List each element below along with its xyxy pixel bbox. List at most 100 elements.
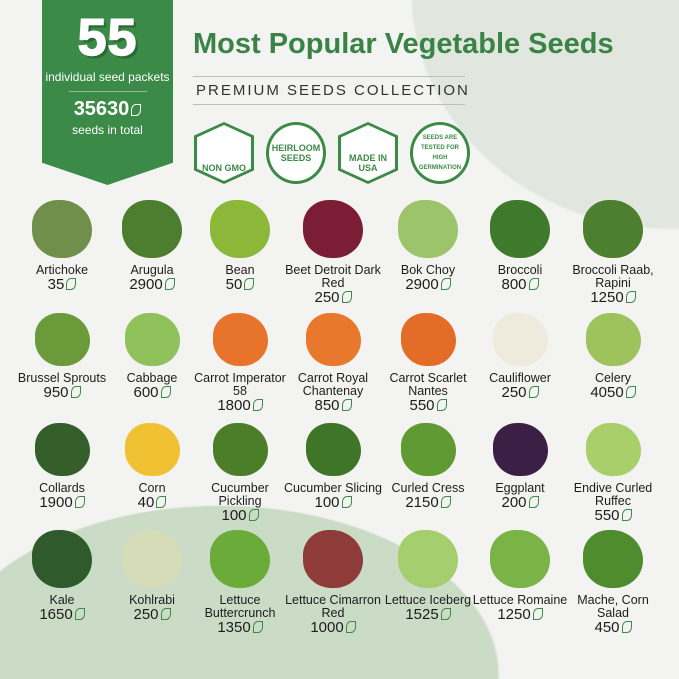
seed-count: 1350: [190, 620, 290, 636]
seed-item: Cucumber Slicing 100: [283, 423, 383, 511]
seed-item: Cucumber Pickling 100: [190, 423, 290, 524]
seed-count: 1900: [12, 495, 112, 511]
seed-icon: [440, 496, 451, 508]
seed-icon: [248, 509, 259, 521]
vegetable-image: [305, 423, 361, 476]
seed-item: Lettuce Romaine 1250: [470, 530, 570, 623]
vegetable-image: [492, 313, 548, 366]
packets-label: individual seed packets: [45, 70, 170, 84]
seed-item: Lettuce Cimarron Red 1000: [283, 530, 383, 636]
vegetable-image: [303, 200, 363, 258]
seed-item: Carrot Scarlet Nantes 550: [378, 313, 478, 414]
seed-count: 250: [102, 607, 202, 623]
packet-count-banner: 55 individual seed packets 35630 seeds i…: [42, 0, 173, 185]
non-gmo-badge: NON GMO: [194, 122, 254, 184]
seed-name: Lettuce Iceberg: [384, 593, 472, 607]
background-circle: [410, 0, 679, 230]
seed-icon: [74, 608, 85, 620]
germination-tested-badge: SEEDS ARE TESTED FOR HIGH GERMINATION: [410, 122, 470, 184]
seed-count: 1650: [12, 607, 112, 623]
seed-icon: [532, 608, 543, 620]
vegetable-image: [34, 313, 90, 366]
seed-name: Endive Curled Ruffec: [573, 481, 653, 508]
seed-count: 1525: [378, 607, 478, 623]
seed-name: Broccoli Raab, Rapini: [572, 263, 654, 290]
vegetable-image: [305, 313, 361, 366]
seed-icon: [341, 291, 352, 303]
seed-count: 550: [563, 508, 663, 524]
seed-name: Kale: [49, 593, 75, 607]
seed-count: 2150: [378, 495, 478, 511]
seed-icon: [440, 278, 451, 290]
seed-count: 550: [378, 398, 478, 414]
seed-item: Arugula 2900: [102, 200, 202, 293]
vegetable-image: [32, 530, 92, 588]
seed-icon: [436, 399, 447, 411]
seed-icon: [252, 621, 263, 633]
seed-icon: [160, 386, 171, 398]
vegetable-image: [400, 313, 456, 366]
seed-count: 1800: [190, 398, 290, 414]
seed-count: 1000: [283, 620, 383, 636]
seed-item: Collards 1900: [12, 423, 112, 511]
seed-name: Brussel Sprouts: [17, 371, 107, 385]
seed-item: Curled Cress 2150: [378, 423, 478, 511]
seed-name: Carrot Scarlet Nantes: [389, 371, 467, 398]
seed-count: 1250: [470, 607, 570, 623]
seed-count: 50: [190, 277, 290, 293]
seed-name: Lettuce Buttercrunch: [204, 593, 276, 620]
seed-icon: [528, 386, 539, 398]
seed-icon: [156, 496, 167, 508]
vegetable-image: [583, 530, 643, 588]
vegetable-image: [585, 423, 641, 476]
seed-name: Lettuce Cimarron Red: [285, 593, 381, 620]
vegetable-image: [490, 200, 550, 258]
vegetable-image: [210, 530, 270, 588]
seed-name: Arugula: [130, 263, 174, 277]
packet-count: 55: [77, 8, 138, 68]
seed-count: 40: [102, 495, 202, 511]
seed-count: 100: [190, 508, 290, 524]
seed-item: Cauliflower 250: [470, 313, 570, 401]
seed-icon: [341, 496, 352, 508]
seed-icon: [621, 509, 632, 521]
vegetable-image: [32, 200, 92, 258]
seed-count: 100: [283, 495, 383, 511]
seed-count: 450: [563, 620, 663, 636]
seed-count: 250: [283, 290, 383, 306]
seed-item: Kohlrabi 250: [102, 530, 202, 623]
vegetable-image: [492, 423, 548, 476]
seed-name: Bean: [225, 263, 255, 277]
seed-count: 2900: [378, 277, 478, 293]
seed-item: Brussel Sprouts 950: [12, 313, 112, 401]
seed-name: Mache, Corn Salad: [577, 593, 649, 620]
seed-name: Cauliflower: [489, 371, 551, 385]
page-title: Most Popular Vegetable Seeds: [193, 28, 614, 60]
seed-icon: [160, 608, 171, 620]
seed-name: Corn: [138, 481, 166, 495]
vegetable-image: [122, 200, 182, 258]
seed-item: Eggplant 200: [470, 423, 570, 511]
seed-icon: [341, 399, 352, 411]
seed-icon: [164, 278, 175, 290]
heirloom-seeds-badge: HEIRLOOM SEEDS: [266, 122, 326, 184]
seed-count: 600: [102, 385, 202, 401]
seed-name: Bok Choy: [400, 263, 456, 277]
seed-count: 35: [12, 277, 112, 293]
seed-item: Carrot Royal Chantenay 850: [283, 313, 383, 414]
vegetable-image: [124, 313, 180, 366]
seed-item: Kale 1650: [12, 530, 112, 623]
seed-name: Cucumber Pickling: [211, 481, 269, 508]
seed-name: Collards: [39, 481, 85, 495]
seed-icon: [625, 291, 636, 303]
vegetable-image: [212, 313, 268, 366]
divider: [193, 76, 465, 77]
seed-item: Carrot Imperator 58 1800: [190, 313, 290, 414]
seed-name: Eggplant: [495, 481, 545, 495]
seed-icon: [440, 608, 451, 620]
vegetable-image: [585, 313, 641, 366]
seed-count: 1250: [563, 290, 663, 306]
seed-icon: [621, 621, 632, 633]
seed-name: Celery: [594, 371, 632, 385]
seed-total-label: seeds in total: [72, 123, 143, 137]
